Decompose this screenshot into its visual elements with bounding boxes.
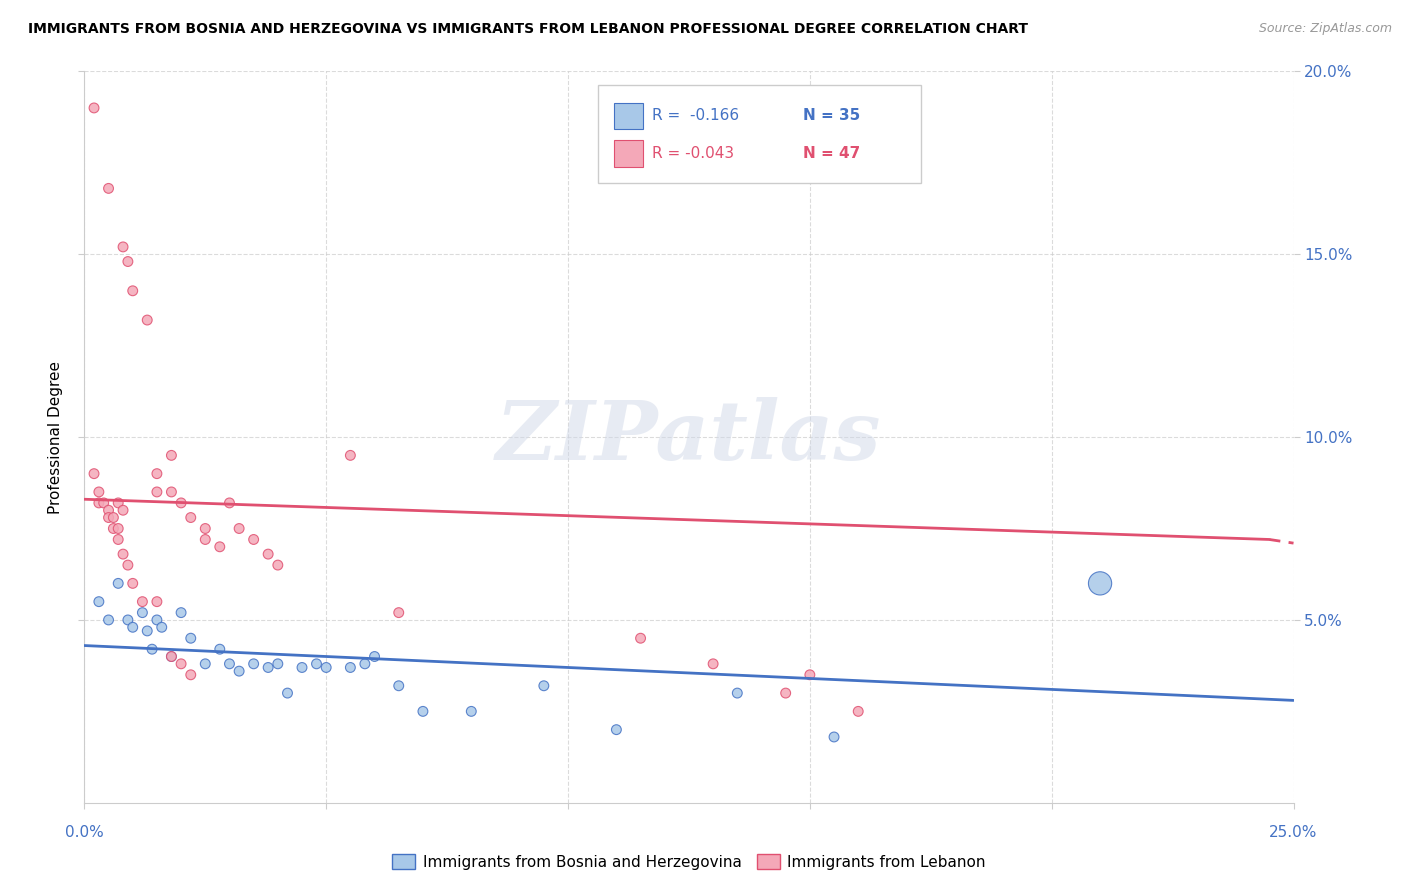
Point xyxy=(87,485,110,500)
Point xyxy=(112,503,135,517)
Point xyxy=(170,606,193,620)
Point xyxy=(194,657,217,671)
Point xyxy=(218,496,240,510)
Text: R =  -0.166: R = -0.166 xyxy=(652,109,740,123)
Point xyxy=(846,705,869,719)
Point xyxy=(533,679,555,693)
Point xyxy=(339,660,361,674)
Y-axis label: Professional Degree: Professional Degree xyxy=(48,360,63,514)
Point xyxy=(97,613,120,627)
Point xyxy=(725,686,748,700)
Point xyxy=(388,606,411,620)
Text: Source: ZipAtlas.com: Source: ZipAtlas.com xyxy=(1258,22,1392,36)
Point xyxy=(242,657,264,671)
Text: N = 35: N = 35 xyxy=(803,109,860,123)
Point xyxy=(107,533,129,547)
Point xyxy=(121,284,143,298)
Point xyxy=(97,510,120,524)
Point xyxy=(131,594,153,608)
Point xyxy=(141,642,163,657)
Point xyxy=(208,540,231,554)
Point xyxy=(93,496,115,510)
Point xyxy=(146,613,169,627)
Point xyxy=(194,533,217,547)
Point xyxy=(257,660,280,674)
Point xyxy=(257,547,280,561)
Point xyxy=(228,664,250,678)
Point xyxy=(823,730,845,744)
Point xyxy=(291,660,314,674)
Point xyxy=(267,657,290,671)
Point xyxy=(136,624,159,638)
Point xyxy=(180,667,202,681)
Point xyxy=(228,521,250,535)
Point xyxy=(630,632,652,646)
Point xyxy=(83,467,105,481)
Point xyxy=(160,649,183,664)
Point xyxy=(117,613,139,627)
Point xyxy=(799,667,821,681)
Point xyxy=(146,467,169,481)
Point xyxy=(354,657,377,671)
Point xyxy=(218,657,240,671)
Point xyxy=(107,576,129,591)
Point xyxy=(107,496,129,510)
Point xyxy=(605,723,627,737)
Point xyxy=(83,101,105,115)
Point xyxy=(103,521,125,535)
Point xyxy=(775,686,797,700)
Point xyxy=(363,649,385,664)
Point xyxy=(160,449,183,463)
Point xyxy=(1088,576,1111,591)
Point xyxy=(170,496,193,510)
Legend: Immigrants from Bosnia and Herzegovina, Immigrants from Lebanon: Immigrants from Bosnia and Herzegovina, … xyxy=(385,847,993,876)
Text: 25.0%: 25.0% xyxy=(1270,825,1317,840)
Point xyxy=(170,657,193,671)
Point xyxy=(87,496,110,510)
Point xyxy=(97,181,120,195)
Point xyxy=(180,632,202,646)
Text: 0.0%: 0.0% xyxy=(65,825,104,840)
Point xyxy=(160,485,183,500)
Point xyxy=(103,510,125,524)
Point xyxy=(136,313,159,327)
Point xyxy=(121,576,143,591)
Point xyxy=(131,606,153,620)
Point xyxy=(305,657,328,671)
Point xyxy=(117,254,139,268)
Point xyxy=(267,558,290,573)
Point xyxy=(388,679,411,693)
Point xyxy=(315,660,337,674)
Point xyxy=(146,594,169,608)
Text: R = -0.043: R = -0.043 xyxy=(652,146,734,161)
Point xyxy=(150,620,173,634)
Point xyxy=(112,240,135,254)
Point xyxy=(460,705,482,719)
Point xyxy=(208,642,231,657)
Point xyxy=(117,558,139,573)
Point xyxy=(107,521,129,535)
Point xyxy=(412,705,434,719)
Point xyxy=(702,657,724,671)
Point xyxy=(97,503,120,517)
Point xyxy=(339,449,361,463)
Point xyxy=(242,533,264,547)
Text: N = 47: N = 47 xyxy=(803,146,860,161)
Point xyxy=(121,620,143,634)
Point xyxy=(146,485,169,500)
Point xyxy=(87,594,110,608)
Text: IMMIGRANTS FROM BOSNIA AND HERZEGOVINA VS IMMIGRANTS FROM LEBANON PROFESSIONAL D: IMMIGRANTS FROM BOSNIA AND HERZEGOVINA V… xyxy=(28,22,1028,37)
Point xyxy=(276,686,298,700)
Point xyxy=(194,521,217,535)
Point xyxy=(112,547,135,561)
Text: ZIPatlas: ZIPatlas xyxy=(496,397,882,477)
Point xyxy=(180,510,202,524)
Point xyxy=(160,649,183,664)
